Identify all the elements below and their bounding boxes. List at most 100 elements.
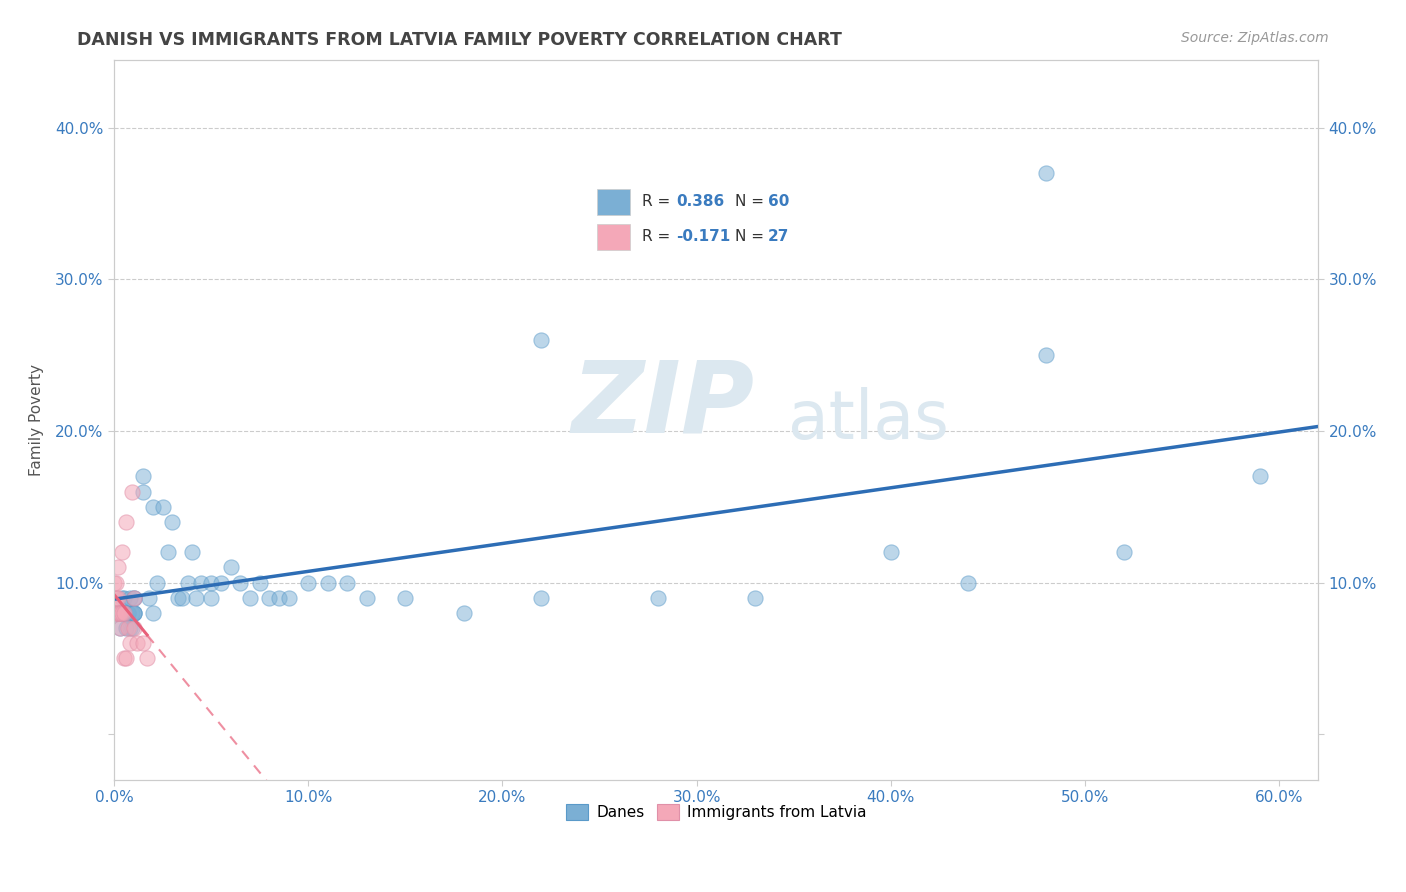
Point xyxy=(122,591,145,605)
Point xyxy=(107,606,129,620)
Point xyxy=(316,575,339,590)
Point xyxy=(200,591,222,605)
Point xyxy=(277,591,299,605)
Point xyxy=(394,591,416,605)
Point xyxy=(117,621,139,635)
Text: 0.386: 0.386 xyxy=(676,194,724,209)
Text: DANISH VS IMMIGRANTS FROM LATVIA FAMILY POVERTY CORRELATION CHART: DANISH VS IMMIGRANTS FROM LATVIA FAMILY … xyxy=(77,31,842,49)
Point xyxy=(114,606,136,620)
Text: N =: N = xyxy=(735,194,769,209)
Point xyxy=(108,606,131,620)
Point xyxy=(122,606,145,620)
Point xyxy=(117,606,139,620)
FancyBboxPatch shape xyxy=(598,188,630,215)
Point xyxy=(259,591,281,605)
Text: ZIP: ZIP xyxy=(572,357,755,454)
Point xyxy=(157,545,180,559)
Point xyxy=(167,591,190,605)
Point xyxy=(530,333,553,347)
Point xyxy=(108,606,131,620)
Legend: Danes, Immigrants from Latvia: Danes, Immigrants from Latvia xyxy=(560,797,873,826)
Point xyxy=(118,591,141,605)
Point xyxy=(111,545,134,559)
Point xyxy=(111,591,134,605)
Point xyxy=(249,575,271,590)
Point xyxy=(530,591,553,605)
Point xyxy=(142,500,165,514)
Point xyxy=(107,560,129,574)
Point xyxy=(136,651,159,665)
Point xyxy=(132,636,155,650)
Point xyxy=(356,591,378,605)
Point xyxy=(112,606,135,620)
Point xyxy=(127,636,149,650)
Point xyxy=(184,591,207,605)
Point xyxy=(190,575,212,590)
Text: -0.171: -0.171 xyxy=(676,229,731,244)
Point xyxy=(108,606,131,620)
Point xyxy=(297,575,319,590)
Point xyxy=(112,606,135,620)
Point xyxy=(957,575,980,590)
Point xyxy=(880,545,903,559)
Point xyxy=(1112,545,1135,559)
Point xyxy=(105,606,128,620)
Point xyxy=(114,515,136,529)
Point xyxy=(107,591,129,605)
Point xyxy=(122,591,145,605)
Point xyxy=(132,469,155,483)
Point xyxy=(122,591,145,605)
Point xyxy=(121,484,143,499)
Point xyxy=(1035,166,1057,180)
Point xyxy=(142,606,165,620)
Text: Source: ZipAtlas.com: Source: ZipAtlas.com xyxy=(1181,31,1329,45)
Point xyxy=(170,591,193,605)
Point xyxy=(1035,348,1057,362)
Point xyxy=(180,545,202,559)
Point xyxy=(239,591,262,605)
Text: 60: 60 xyxy=(768,194,789,209)
Point xyxy=(122,606,145,620)
Point xyxy=(152,500,174,514)
Point xyxy=(111,606,134,620)
Point xyxy=(117,606,139,620)
Point xyxy=(146,575,169,590)
Point xyxy=(219,560,242,574)
Point xyxy=(105,606,128,620)
Point xyxy=(114,651,136,665)
Point xyxy=(118,621,141,635)
Point xyxy=(647,591,669,605)
Text: R =: R = xyxy=(643,194,675,209)
Point xyxy=(209,575,232,590)
Point xyxy=(453,606,475,620)
Point xyxy=(1249,469,1271,483)
Point xyxy=(105,606,128,620)
Point xyxy=(336,575,359,590)
Point xyxy=(122,606,145,620)
Point xyxy=(118,636,141,650)
Point xyxy=(200,575,222,590)
Point xyxy=(269,591,291,605)
Point xyxy=(108,621,131,635)
Point xyxy=(744,591,766,605)
Point xyxy=(121,621,143,635)
Point xyxy=(121,606,143,620)
Point xyxy=(112,651,135,665)
Point xyxy=(108,621,131,635)
Y-axis label: Family Poverty: Family Poverty xyxy=(30,364,44,475)
Text: atlas: atlas xyxy=(789,386,949,452)
Point xyxy=(122,621,145,635)
Text: 27: 27 xyxy=(768,229,789,244)
Point xyxy=(114,621,136,635)
Point xyxy=(105,606,128,620)
Point xyxy=(112,591,135,605)
Point xyxy=(229,575,252,590)
FancyBboxPatch shape xyxy=(598,224,630,251)
Text: N =: N = xyxy=(735,229,769,244)
Point xyxy=(111,606,134,620)
Point xyxy=(103,575,125,590)
Point xyxy=(132,484,155,499)
Point xyxy=(105,591,128,605)
Point xyxy=(107,606,129,620)
Point xyxy=(105,575,128,590)
